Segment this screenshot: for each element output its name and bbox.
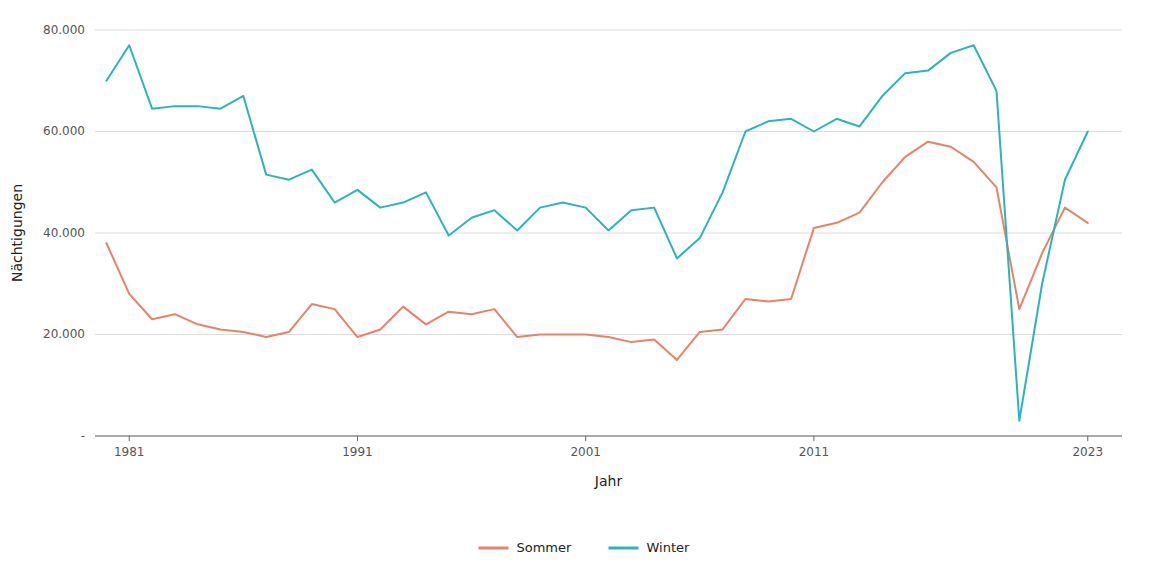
legend-swatch [479, 547, 509, 550]
y-axis-label: Nächtigungen [9, 184, 25, 282]
series-group [106, 45, 1087, 421]
x-tick-label: 2001 [570, 445, 601, 459]
legend-label: Winter [647, 540, 691, 555]
legend: Sommer Winter [479, 540, 691, 555]
x-tick-label: 1991 [342, 445, 373, 459]
x-axis-line [95, 436, 1122, 437]
x-axis: 1981 1991 2001 2011 2023 [95, 436, 1122, 459]
grid-line [95, 233, 1122, 234]
x-axis-label: Jahr [594, 473, 623, 489]
y-axis: - 20.000 40.000 60.000 80.000 [43, 23, 1122, 443]
y-tick-label: - [81, 429, 85, 443]
x-tick [585, 436, 586, 441]
grid-line [95, 131, 1122, 132]
x-tick [813, 436, 814, 441]
x-tick-label: 2011 [799, 445, 830, 459]
series-line [106, 142, 1087, 360]
y-tick-label: 40.000 [43, 226, 85, 240]
grid-line [95, 30, 1122, 31]
x-tick [1087, 436, 1088, 441]
y-tick-label: 60.000 [43, 124, 85, 138]
series-line [106, 45, 1087, 421]
chart: - 20.000 40.000 60.000 80.000 1981 1991 2001 201… [0, 0, 1152, 576]
legend-swatch [609, 547, 639, 550]
x-tick-label: 1981 [114, 445, 145, 459]
legend-label: Sommer [517, 540, 573, 555]
y-tick-label: 20.000 [43, 327, 85, 341]
x-tick-label: 2023 [1072, 445, 1103, 459]
y-tick-label: 80.000 [43, 23, 85, 37]
x-tick [129, 436, 130, 441]
x-tick [357, 436, 358, 441]
grid-line [95, 436, 1122, 437]
